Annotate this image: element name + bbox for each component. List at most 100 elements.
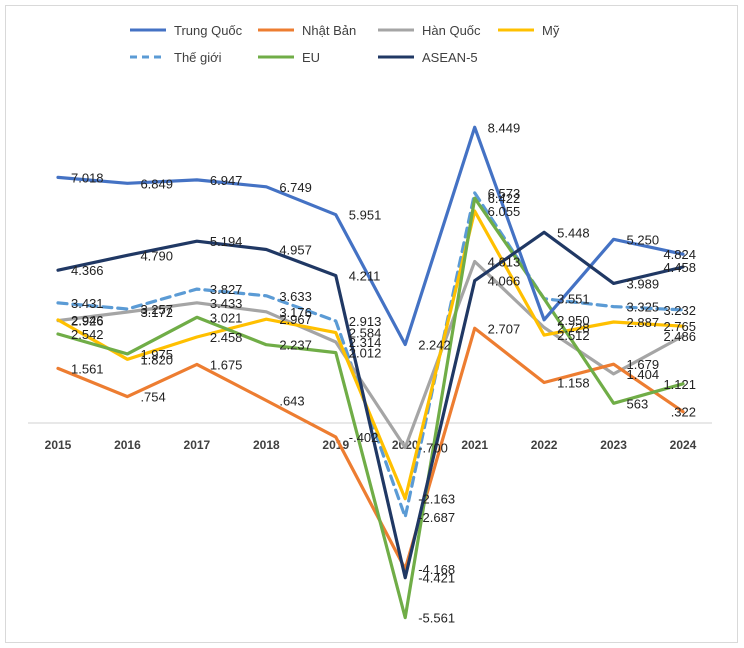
data-label-han-quoc-2023: 1.404 [627,367,660,382]
data-label-the-gioi-2023: 3.325 [627,300,660,315]
legend-label: Mỹ [542,23,560,38]
legend-label: Thế giới [174,50,222,65]
data-label-trung-quoc-2021: 8.449 [488,120,521,135]
data-label-my-2023: 2.887 [627,315,660,330]
legend-label: Trung Quốc [174,23,243,38]
data-label-han-quoc-2015: 2.926 [71,314,104,329]
data-label-trung-quoc-2018: 6.749 [279,180,312,195]
data-label-eu-2020: -5.561 [418,611,455,626]
series-lines [56,125,685,620]
data-label-the-gioi-2021: 6.573 [488,186,521,201]
data-label-han-quoc-2021: 4.613 [488,255,521,270]
data-label-eu-2021: 6.422 [488,191,521,206]
data-label-eu-2019: 2.012 [349,346,382,361]
data-label-my-2015: 2.946 [71,313,104,328]
data-label-asean-5-2020: -4.421 [418,571,455,586]
data-label-asean-5-2021: 4.066 [488,274,521,289]
data-label-eu-2015: 2.542 [71,327,104,342]
data-label-trung-quoc-2019: 5.951 [349,208,382,223]
data-label-asean-5-2023: 3.989 [627,276,660,291]
data-label-nhat-ban-2023: 1.679 [627,357,660,372]
data-label-asean-5-2024: 4.458 [663,260,696,275]
legend-item-nhat-ban[interactable]: Nhật Bản [258,23,356,38]
data-label-my-2024: 2.765 [663,319,696,334]
data-label-the-gioi-2022: 3.551 [557,292,590,307]
data-label-asean-5-2022: 5.448 [557,225,590,240]
data-label-nhat-ban-2015: 1.561 [71,361,104,376]
data-label-trung-quoc-2015: 7.018 [71,170,104,185]
data-label-nhat-ban-2016: .754 [140,390,165,405]
data-label-the-gioi-2024: 3.232 [663,303,696,318]
data-label-eu-2018: 2.237 [279,338,312,353]
data-label-nhat-ban-2020: -4.168 [418,562,455,577]
x-tick-2017: 2017 [184,438,211,452]
legend-label: Hàn Quốc [422,23,481,38]
x-tick-2018: 2018 [253,438,280,452]
data-label-the-gioi-2019: 2.913 [349,314,382,329]
series-line-trung-quoc [56,125,685,347]
data-label-han-quoc-2020: -.700 [418,441,448,456]
legend-label: EU [302,50,320,65]
data-label-asean-5-2017: 5.194 [210,234,243,249]
series-line-nhat-ban [56,326,685,571]
data-label-the-gioi-2016: 3.257 [140,302,173,317]
series-line-asean-5 [56,230,685,580]
data-label-nhat-ban-2024: .322 [671,405,696,420]
data-label-asean-5-2018: 4.957 [279,243,312,258]
data-label-eu-2017: 3.021 [210,310,243,325]
data-labels: 7.018 6.849 6.947 6.749 5.951 2.242 8.449 2.950… [71,120,696,625]
data-label-the-gioi-2020: -2.687 [418,510,455,525]
data-label-eu-2023: 563 [627,396,649,411]
legend-item-the-gioi[interactable]: Thế giới [130,50,222,65]
legend-item-eu[interactable]: EU [258,50,320,65]
data-label-nhat-ban-2021: 2.707 [488,321,521,336]
x-tick-2021: 2021 [461,438,488,452]
legend-item-trung-quoc[interactable]: Trung Quốc [130,23,243,38]
data-label-asean-5-2015: 4.366 [71,263,104,278]
data-label-han-quoc-2024: 2.486 [663,329,696,344]
data-label-my-2021: 6.055 [488,204,521,219]
data-label-nhat-ban-2018: .643 [279,393,304,408]
chart-frame [5,5,738,643]
data-label-asean-5-2019: 4.211 [349,269,381,284]
data-label-my-2018: 2.967 [279,312,312,327]
data-label-han-quoc-2016: 3.172 [140,305,173,320]
series-line-eu [56,196,685,620]
data-label-my-2017: 2.458 [210,330,243,345]
legend-item-han-quoc[interactable]: Hàn Quốc [378,23,481,38]
data-label-han-quoc-2017: 3.433 [210,296,243,311]
data-label-my-2020: -2.163 [418,492,455,507]
data-label-my-2016: 1.820 [140,352,173,367]
data-label-han-quoc-2022: 2.728 [557,321,590,336]
data-label-the-gioi-2018: 3.633 [279,289,312,304]
data-label-nhat-ban-2019: -.402 [349,430,379,445]
data-label-eu-2016: 1.975 [140,347,173,362]
data-label-my-2022: 2.512 [557,328,590,343]
legend-label: ASEAN-5 [422,50,478,65]
x-tick-2023: 2023 [600,438,627,452]
x-tick-2024: 2024 [670,438,697,452]
data-label-han-quoc-2019: 2.314 [349,335,382,350]
data-label-asean-5-2016: 4.790 [140,248,173,263]
data-label-han-quoc-2018: 3.176 [279,305,312,320]
data-label-trung-quoc-2023: 5.250 [627,232,660,247]
legend: Trung Quốc Nhật Bản Hàn Quốc Mỹ Thế giới EU AS… [130,23,560,65]
data-label-nhat-ban-2022: 1.158 [557,375,590,390]
data-label-the-gioi-2015: 3.431 [71,296,104,311]
data-label-trung-quoc-2024: 4.824 [663,247,696,262]
data-label-my-2019: 2.584 [349,326,382,341]
data-label-the-gioi-2017: 3.827 [210,282,243,297]
data-label-trung-quoc-2022: 2.950 [557,313,590,328]
x-tick-2015: 2015 [45,438,72,452]
data-label-trung-quoc-2016: 6.849 [140,176,173,191]
series-line-my [56,209,685,501]
x-tick-2022: 2022 [531,438,558,452]
legend-item-asean-5[interactable]: ASEAN-5 [378,50,478,65]
x-tick-2016: 2016 [114,438,141,452]
data-label-trung-quoc-2020: 2.242 [418,338,451,353]
data-label-eu-2024: 1.121 [663,377,696,392]
data-label-nhat-ban-2017: 1.675 [210,357,243,372]
legend-item-my[interactable]: Mỹ [498,23,560,38]
legend-label: Nhật Bản [302,23,356,38]
